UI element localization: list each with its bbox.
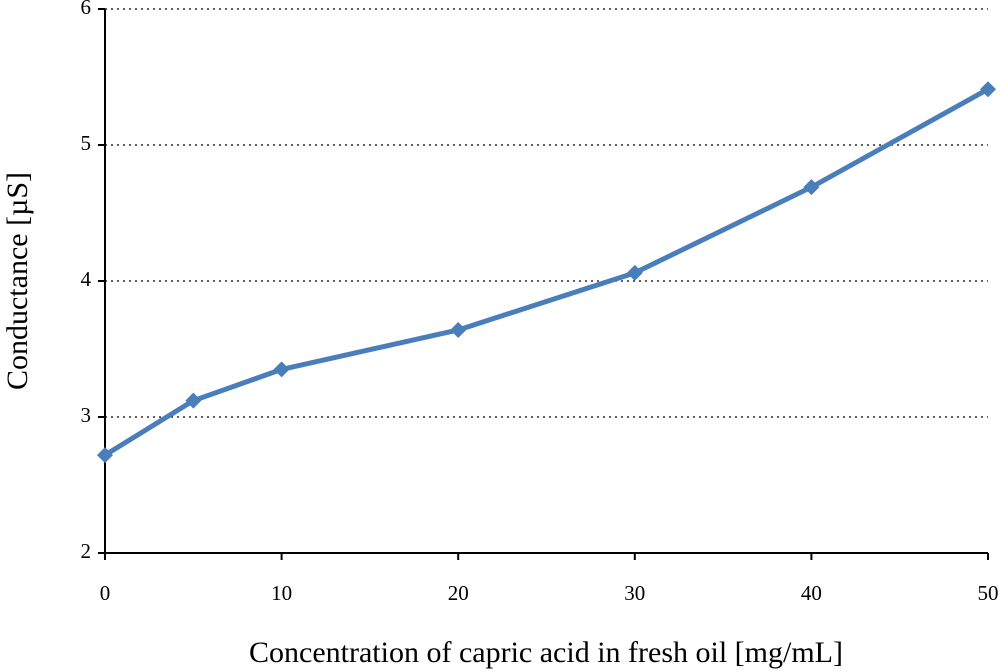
series-line [103, 87, 990, 458]
x-tick-label: 30 [624, 581, 645, 605]
marker [185, 392, 202, 409]
x-tick-label: 0 [100, 581, 111, 605]
marker [980, 81, 996, 98]
x-tick-label: 50 [978, 581, 999, 605]
y-tick-label: 3 [81, 403, 92, 427]
marker [450, 321, 467, 338]
marker [803, 179, 820, 196]
x-tick-label: 20 [448, 581, 469, 605]
y-tick-label: 2 [81, 539, 92, 563]
marker [97, 447, 113, 464]
x-tick-label: 40 [801, 581, 822, 605]
marker [626, 264, 643, 281]
y-tick-label: 6 [81, 0, 92, 19]
y-tick-label: 5 [81, 131, 92, 155]
y-axis-title: Conductance [µS] [1, 172, 34, 390]
marker [273, 361, 290, 378]
x-tick-label: 10 [271, 581, 292, 605]
y-tick-label: 4 [81, 267, 92, 291]
x-axis-title: Concentration of capric acid in fresh oi… [249, 636, 843, 669]
